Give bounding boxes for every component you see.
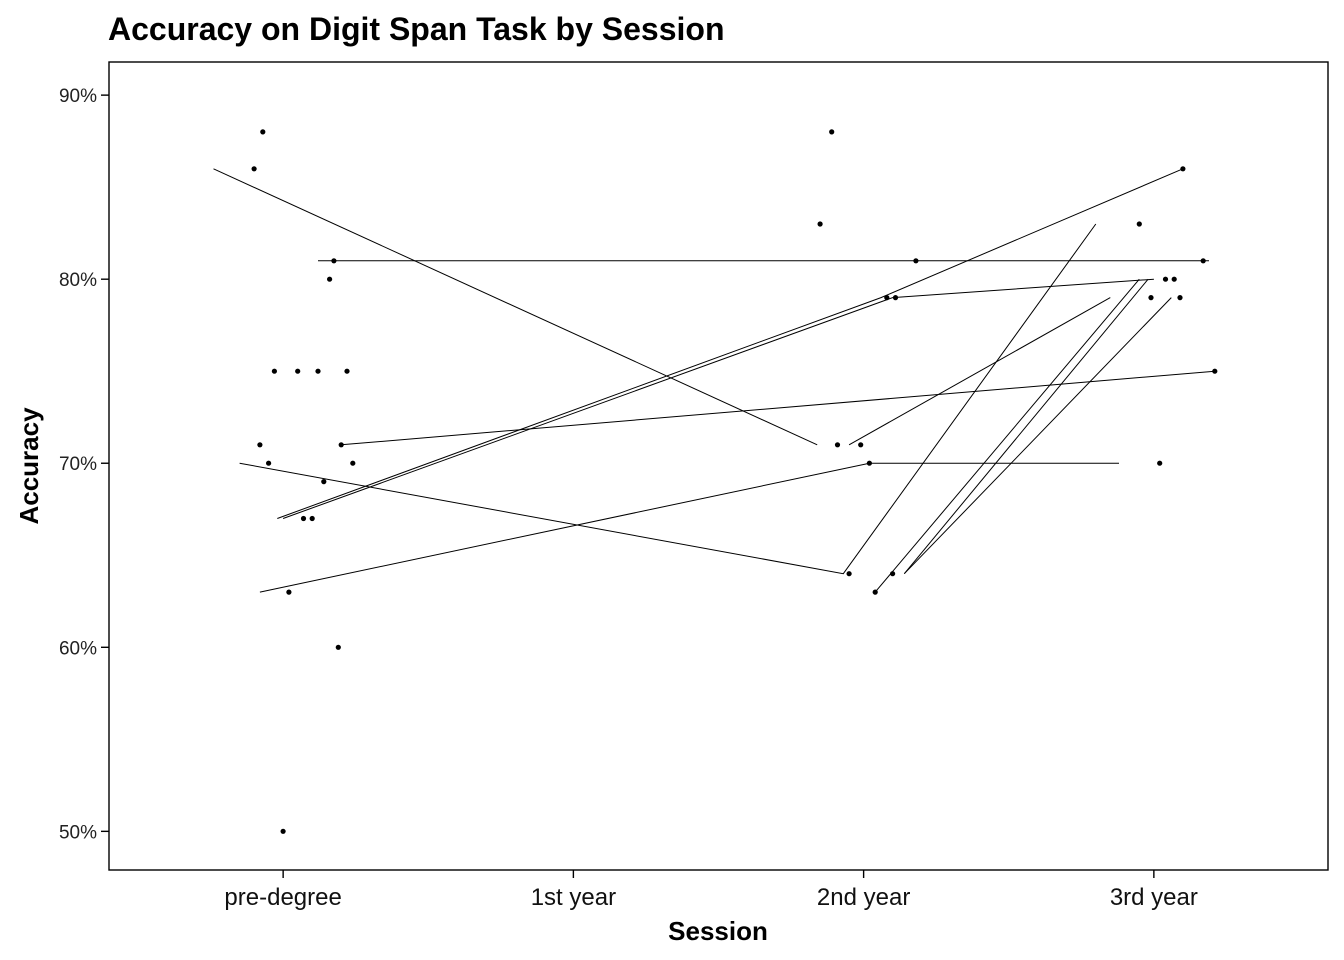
data-point bbox=[286, 589, 292, 595]
y-tick-label: 70% bbox=[59, 454, 97, 475]
data-point bbox=[884, 295, 890, 301]
data-point bbox=[1171, 276, 1177, 282]
data-point bbox=[1200, 258, 1206, 264]
series-line bbox=[282, 278, 1154, 519]
data-point bbox=[260, 129, 266, 135]
series-line bbox=[277, 168, 1184, 519]
data-point bbox=[1136, 221, 1142, 227]
x-axis-title: Session bbox=[668, 916, 768, 946]
x-tick-label: 3rd year bbox=[1110, 884, 1198, 911]
data-point bbox=[321, 479, 327, 485]
data-point bbox=[892, 295, 899, 301]
data-point bbox=[913, 258, 919, 264]
series-line bbox=[239, 223, 1097, 575]
data-point bbox=[327, 276, 333, 282]
chart-title: Accuracy on Digit Span Task by Session bbox=[108, 11, 724, 47]
data-point bbox=[257, 442, 263, 448]
x-tick-label: pre-degree bbox=[224, 884, 341, 911]
data-point bbox=[858, 442, 864, 448]
data-point bbox=[1212, 368, 1218, 374]
data-point bbox=[280, 828, 286, 834]
data-point bbox=[1180, 166, 1186, 172]
data-point bbox=[834, 442, 841, 448]
data-point bbox=[890, 571, 896, 577]
data-point bbox=[295, 368, 301, 374]
data-point bbox=[829, 129, 835, 135]
y-tick-label: 50% bbox=[59, 822, 97, 843]
y-axis-title: Accuracy bbox=[14, 407, 44, 525]
data-point bbox=[335, 644, 341, 650]
plot-panel-border bbox=[108, 61, 1329, 871]
data-point bbox=[1157, 460, 1163, 466]
data-point bbox=[315, 368, 321, 374]
y-tick-label: 80% bbox=[59, 270, 97, 291]
data-point bbox=[1162, 276, 1169, 282]
x-tick-label: 1st year bbox=[531, 884, 616, 911]
data-point bbox=[846, 571, 852, 577]
data-point bbox=[350, 460, 356, 466]
series-line bbox=[341, 370, 1215, 446]
series-lines bbox=[213, 168, 1215, 593]
data-point bbox=[331, 258, 337, 264]
data-point bbox=[309, 515, 315, 522]
series-line bbox=[213, 168, 818, 446]
data-point bbox=[872, 589, 878, 595]
data-points bbox=[251, 129, 1218, 834]
x-tick-label: 2nd year bbox=[817, 884, 910, 911]
data-point bbox=[271, 368, 277, 374]
y-tick-label: 90% bbox=[59, 86, 97, 107]
series-line bbox=[903, 297, 1172, 575]
series-line bbox=[903, 278, 1149, 575]
y-axis: 50% 60% 70% 80% 90% bbox=[59, 86, 109, 843]
series-line bbox=[848, 297, 1111, 446]
data-point bbox=[1148, 295, 1154, 301]
series-line bbox=[874, 278, 1140, 593]
data-point bbox=[251, 166, 257, 172]
data-point bbox=[1177, 295, 1183, 301]
data-point bbox=[344, 368, 350, 374]
data-point bbox=[338, 442, 344, 448]
data-point bbox=[866, 460, 873, 466]
data-point bbox=[266, 460, 272, 466]
data-point bbox=[817, 221, 823, 227]
x-axis: pre-degree 1st year 2nd year 3rd year bbox=[224, 870, 1198, 911]
data-point bbox=[300, 515, 307, 522]
y-tick-label: 60% bbox=[59, 638, 97, 659]
